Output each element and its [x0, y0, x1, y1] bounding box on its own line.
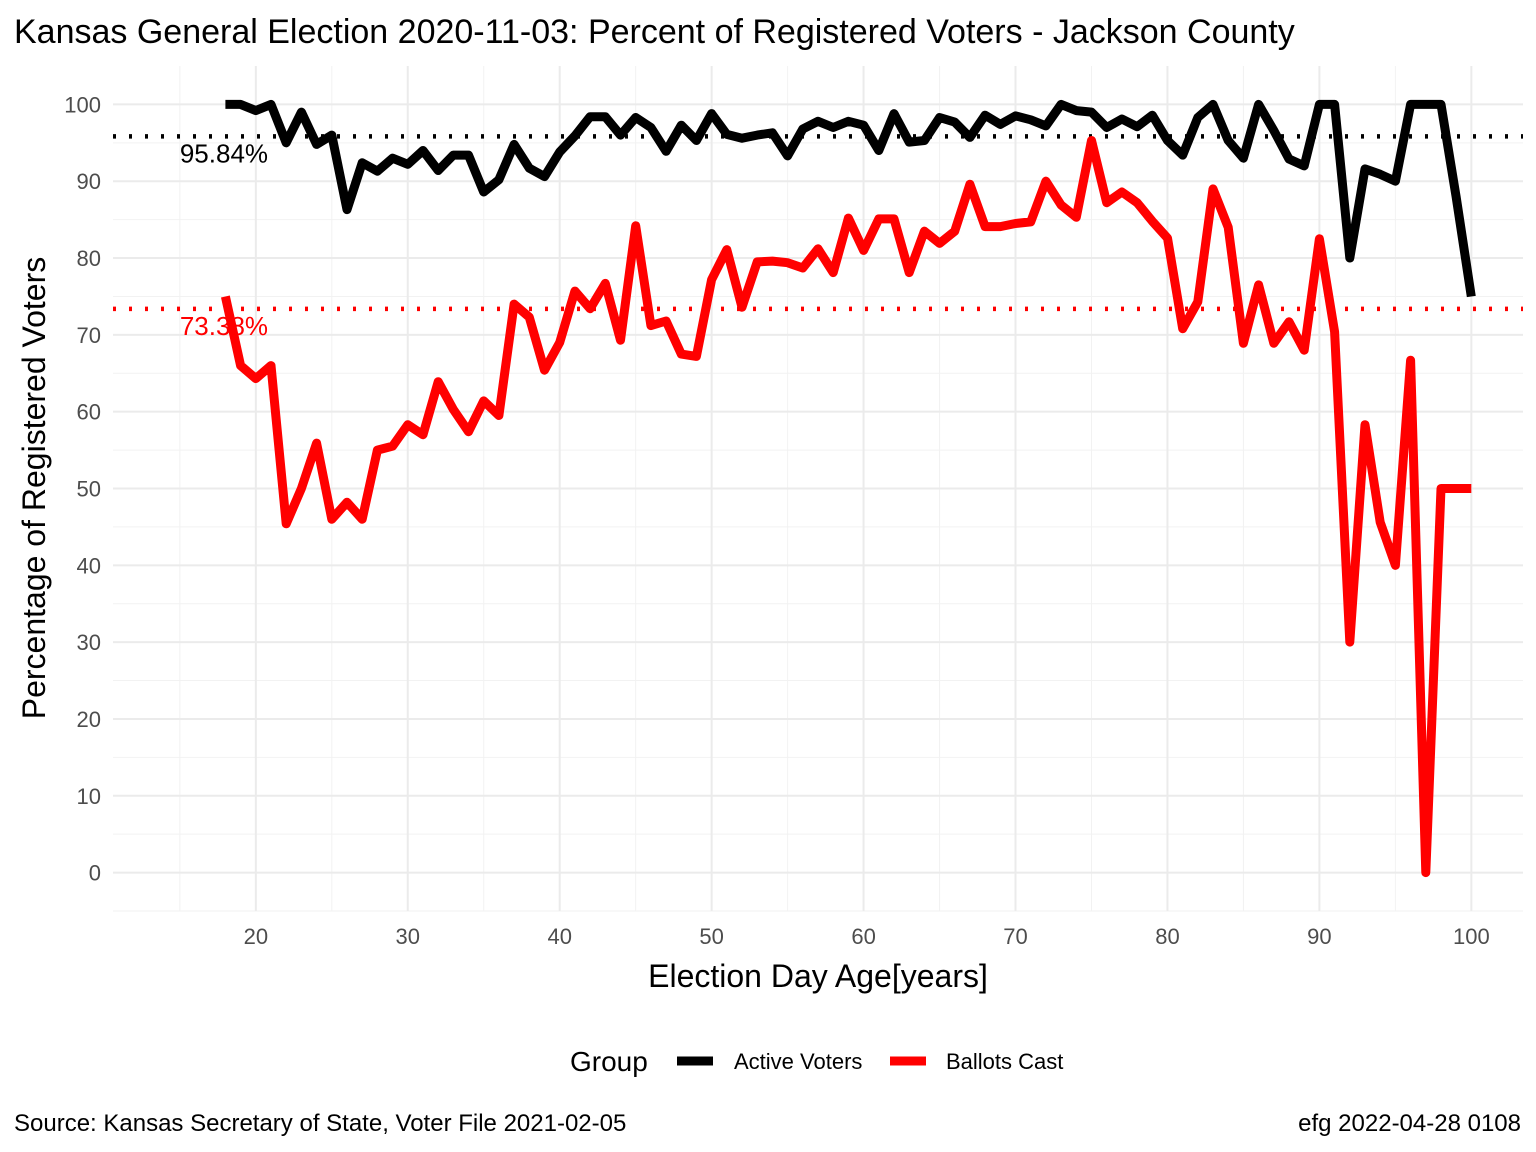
y-axis-title: Percentage of Registered Voters	[16, 257, 52, 720]
y-tick-label: 30	[77, 630, 101, 655]
series-line-active-voters	[225, 99, 1476, 298]
reference-label: 95.84%	[180, 138, 268, 168]
source-caption: Source: Kansas Secretary of State, Voter…	[14, 1110, 626, 1137]
x-tick-label: 70	[1003, 924, 1027, 949]
x-tick-label: 80	[1155, 924, 1179, 949]
x-axis-title: Election Day Age[years]	[648, 958, 988, 994]
x-tick-label: 30	[396, 924, 420, 949]
x-tick-label: 100	[1453, 924, 1490, 949]
x-tick-label: 20	[244, 924, 268, 949]
y-tick-label: 80	[77, 246, 101, 271]
y-tick-label: 10	[77, 784, 101, 809]
legend: Group Active Voters Ballots Cast	[570, 1046, 1063, 1077]
legend-label-ballots-cast: Ballots Cast	[946, 1049, 1063, 1074]
x-tick-label: 90	[1307, 924, 1331, 949]
x-tick-label: 40	[547, 924, 571, 949]
reference-label: 73.38%	[180, 311, 268, 341]
y-tick-label: 40	[77, 553, 101, 578]
timestamp-caption: efg 2022-04-28 0108	[1298, 1110, 1521, 1137]
legend-title: Group	[570, 1046, 648, 1077]
y-tick-label: 100	[64, 92, 101, 117]
legend-label-active-voters: Active Voters	[734, 1049, 862, 1074]
y-tick-label: 0	[89, 861, 101, 886]
y-tick-label: 60	[77, 400, 101, 425]
reference-lines	[113, 134, 1523, 312]
series-line-ballots-cast	[221, 136, 1472, 878]
y-tick-label: 70	[77, 323, 101, 348]
y-tick-labels: 0 10 20 30 40 50 60 70 80 90 100	[64, 92, 101, 885]
x-tick-label: 60	[851, 924, 875, 949]
series-lines	[221, 99, 1476, 878]
grid-minor	[113, 66, 1523, 912]
x-tick-label: 50	[699, 924, 723, 949]
chart-title: Kansas General Election 2020-11-03: Perc…	[14, 13, 1295, 51]
y-tick-label: 20	[77, 707, 101, 732]
y-tick-label: 90	[77, 169, 101, 194]
reference-labels: 95.84% 73.38%	[180, 138, 268, 341]
y-tick-label: 50	[77, 477, 101, 502]
grid-major	[113, 66, 1523, 911]
x-tick-labels: 20 30 40 50 60 70 80 90 100	[244, 924, 1490, 949]
